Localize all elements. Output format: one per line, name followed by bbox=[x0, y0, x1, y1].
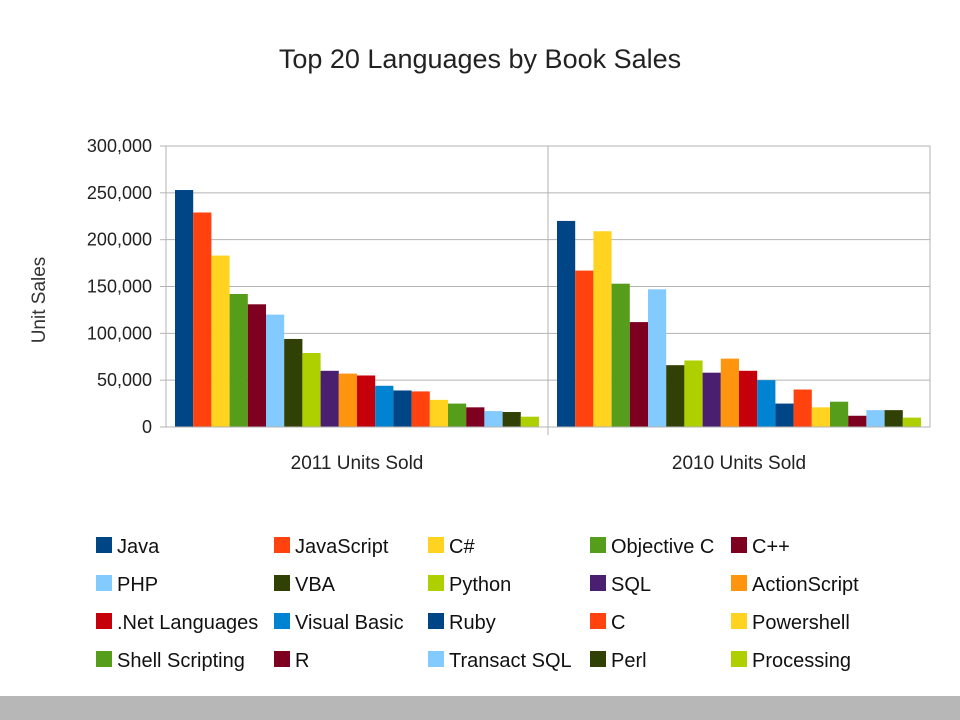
legend-swatch bbox=[274, 575, 290, 591]
legend-label: Visual Basic bbox=[295, 612, 404, 634]
bar bbox=[411, 391, 430, 427]
bar bbox=[648, 289, 667, 427]
bar bbox=[884, 410, 903, 427]
legend-swatch bbox=[428, 613, 444, 629]
legend-swatch bbox=[731, 651, 747, 667]
y-tick-label: 50,000 bbox=[97, 370, 152, 390]
legend-swatch bbox=[274, 537, 290, 553]
bar bbox=[757, 380, 776, 427]
legend-label: Python bbox=[449, 574, 511, 596]
legend-label: Ruby bbox=[449, 612, 496, 634]
bar bbox=[229, 293, 248, 427]
bar bbox=[284, 338, 303, 427]
bar bbox=[902, 417, 921, 427]
bar bbox=[866, 410, 885, 427]
bar bbox=[666, 365, 685, 427]
bar bbox=[175, 190, 194, 427]
bar bbox=[320, 370, 339, 427]
legend-swatch bbox=[428, 651, 444, 667]
legend-swatch bbox=[96, 575, 112, 591]
legend-label: C# bbox=[449, 536, 475, 558]
legend-label: PHP bbox=[117, 574, 158, 596]
bar bbox=[848, 415, 867, 427]
legend-swatch bbox=[590, 575, 606, 591]
legend-label: Java bbox=[117, 536, 160, 558]
legend-label: ActionScript bbox=[752, 574, 859, 596]
bar bbox=[393, 390, 412, 427]
y-tick-label: 0 bbox=[142, 417, 152, 437]
bar bbox=[611, 283, 630, 427]
bar bbox=[575, 270, 594, 427]
bar bbox=[338, 373, 357, 427]
legend-swatch bbox=[96, 537, 112, 553]
bars bbox=[175, 190, 921, 427]
bar bbox=[593, 231, 612, 427]
y-axis-label: Unit Sales bbox=[29, 257, 50, 344]
legend-swatch bbox=[96, 613, 112, 629]
legend-label: Processing bbox=[752, 650, 851, 672]
bar bbox=[775, 403, 794, 427]
bar bbox=[684, 360, 703, 427]
legend-label: Perl bbox=[611, 650, 647, 672]
legend-label: Objective C bbox=[611, 536, 714, 558]
y-tick-label: 150,000 bbox=[87, 277, 152, 297]
legend-label: Powershell bbox=[752, 612, 850, 634]
bar bbox=[520, 416, 539, 427]
footer-bar bbox=[0, 696, 960, 720]
bar bbox=[720, 358, 739, 427]
bar bbox=[484, 411, 503, 427]
legend-swatch bbox=[731, 537, 747, 553]
x-category-label: 2011 Units Sold bbox=[291, 453, 424, 474]
bar bbox=[429, 399, 448, 427]
x-category-label: 2010 Units Sold bbox=[672, 453, 806, 474]
bar bbox=[629, 322, 648, 427]
bar bbox=[375, 385, 394, 427]
bar bbox=[211, 255, 230, 427]
bar bbox=[830, 401, 849, 427]
chart-title: Top 20 Languages by Book Sales bbox=[279, 44, 681, 74]
legend: Java JavaScript C# Objective C C++ PHP VBA Pyth… bbox=[96, 536, 859, 672]
bar bbox=[739, 370, 758, 427]
axes: 0 50,000 100,000 150,000 200,000 250,000 300,0… bbox=[87, 136, 931, 474]
bar bbox=[266, 314, 285, 427]
legend-label: C++ bbox=[752, 536, 790, 558]
legend-swatch bbox=[274, 651, 290, 667]
bar bbox=[557, 220, 576, 427]
y-tick-label: 300,000 bbox=[87, 136, 152, 156]
bar bbox=[702, 372, 721, 427]
legend-swatch bbox=[590, 613, 606, 629]
legend-swatch bbox=[428, 575, 444, 591]
y-tick-label: 200,000 bbox=[87, 230, 152, 250]
legend-swatch bbox=[274, 613, 290, 629]
legend-label: R bbox=[295, 650, 309, 672]
legend-label: Transact SQL bbox=[449, 650, 572, 672]
bar bbox=[448, 403, 467, 427]
bar-chart: Top 20 Languages by Book Sales Unit Sale… bbox=[29, 44, 931, 672]
legend-swatch bbox=[96, 651, 112, 667]
bar bbox=[811, 407, 830, 427]
legend-label: Shell Scripting bbox=[117, 650, 245, 672]
legend-swatch bbox=[731, 575, 747, 591]
legend-label: C bbox=[611, 612, 625, 634]
legend-label: .Net Languages bbox=[117, 612, 258, 634]
legend-swatch bbox=[731, 613, 747, 629]
legend-label: VBA bbox=[295, 574, 336, 596]
bar bbox=[502, 412, 521, 427]
y-tick-label: 100,000 bbox=[87, 323, 152, 343]
bar bbox=[302, 353, 321, 427]
bar bbox=[193, 212, 212, 427]
legend-swatch bbox=[590, 651, 606, 667]
legend-swatch bbox=[590, 537, 606, 553]
legend-label: JavaScript bbox=[295, 536, 389, 558]
bar bbox=[357, 375, 376, 427]
legend-swatch bbox=[428, 537, 444, 553]
bar bbox=[793, 389, 812, 427]
legend-label: SQL bbox=[611, 574, 651, 596]
bar bbox=[247, 304, 266, 427]
y-tick-label: 250,000 bbox=[87, 183, 152, 203]
bar bbox=[466, 407, 485, 427]
